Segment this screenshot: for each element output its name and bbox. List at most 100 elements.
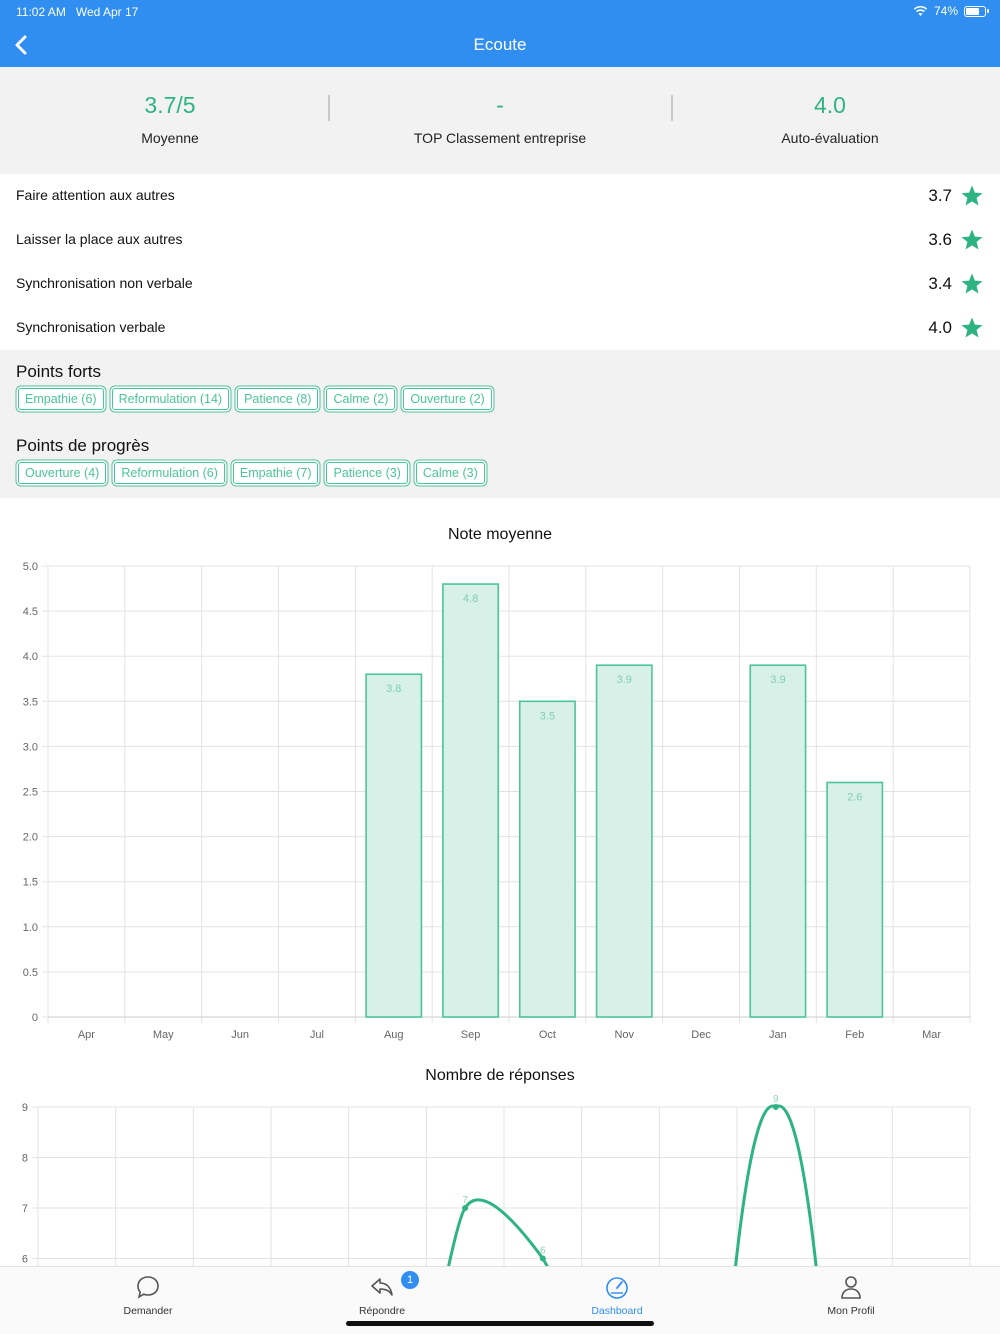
bar-data-label: 4.8: [463, 593, 478, 605]
chevron-left-icon[interactable]: [6, 28, 40, 62]
bar: [595, 664, 653, 1018]
summary-panel: 3.7/5 Moyenne - TOP Classement entrepris…: [0, 67, 1000, 174]
summary-divider: [328, 95, 330, 121]
x-tick-label: Jun: [231, 1029, 249, 1041]
criteria-score: 3.4: [928, 274, 952, 293]
summary-divider: [671, 95, 673, 121]
x-tick-label: Feb: [845, 1029, 864, 1041]
x-tick-label: Aug: [384, 1029, 404, 1041]
data-point: [539, 1255, 546, 1262]
criteria-row: Faire attention aux autres 3.7: [0, 174, 1000, 218]
criteria-score: 4.0: [928, 318, 952, 337]
data-point: [772, 1104, 779, 1110]
x-tick-label: Mar: [922, 1029, 941, 1041]
y-tick-label: 4.0: [23, 651, 38, 663]
series-line: [447, 1198, 549, 1266]
reply-icon: [371, 1278, 393, 1296]
star-icon: [961, 273, 983, 294]
bar: [749, 664, 807, 1018]
tags-panel: Points forts Empathie (6) Reformulation …: [0, 350, 1000, 498]
strengths-tags: Empathie (6) Reformulation (14) Patience…: [16, 386, 494, 412]
criteria-name: Synchronisation verbale: [16, 319, 166, 335]
series-line: [734, 1104, 818, 1266]
criteria-row: Synchronisation non verbale 3.4: [0, 262, 1000, 306]
criteria-row: Synchronisation verbale 4.0: [0, 306, 1000, 350]
summary-value: -: [496, 92, 504, 118]
summary-label: Auto-évaluation: [781, 130, 879, 146]
tab-label: Mon Profil: [827, 1305, 875, 1317]
x-tick-label: Sep: [461, 1029, 481, 1041]
status-right: 74%: [913, 4, 989, 18]
tag: Patience (8): [237, 388, 319, 410]
y-tick-label: 7: [22, 1203, 28, 1215]
wifi-icon: [913, 5, 928, 16]
tag: Ouverture (2): [403, 388, 492, 410]
tab-dashboard[interactable]: Dashboard: [492, 1267, 742, 1327]
x-tick-label: Jul: [310, 1029, 324, 1041]
tab-label: Répondre: [358, 1305, 406, 1317]
bar: [442, 583, 500, 1018]
y-tick-label: 3.0: [23, 741, 38, 753]
y-tick-label: 0.5: [23, 967, 38, 979]
tab-mon-profil[interactable]: Mon Profil: [726, 1267, 976, 1327]
tag: Calme (2): [326, 388, 396, 410]
bar-data-label: 3.9: [770, 674, 785, 686]
star-icon: [961, 317, 983, 338]
status-time: 11:02 AM Wed Apr 17: [16, 5, 139, 19]
bar-data-label: 3.5: [540, 710, 555, 722]
page-title: Ecoute: [473, 35, 527, 54]
point-data-label: 6: [540, 1246, 546, 1257]
tag: Ouverture (4): [18, 462, 107, 484]
y-tick-label: 8: [22, 1153, 28, 1165]
criteria-name: Laisser la place aux autres: [16, 231, 183, 247]
tab-label: Demander: [123, 1305, 173, 1317]
y-tick-label: 6: [22, 1254, 28, 1266]
home-indicator: [346, 1321, 654, 1326]
summary-average: 3.7/5 Moyenne: [20, 92, 320, 146]
y-tick-label: 1.5: [23, 877, 38, 889]
star-icon: [961, 229, 983, 250]
x-tick-label: May: [153, 1029, 174, 1041]
tab-repondre[interactable]: 1 Répondre: [257, 1267, 507, 1327]
battery-percent: 74%: [933, 4, 958, 18]
criteria-score: 3.6: [928, 230, 952, 249]
tag: Empathie (6): [18, 388, 104, 410]
speedometer-icon: [606, 1277, 628, 1299]
line-chart-title: Nombre de réponses: [425, 1067, 575, 1084]
user-icon: [841, 1276, 861, 1299]
chat-bubble-icon: [137, 1276, 159, 1299]
x-tick-label: Dec: [691, 1029, 711, 1041]
bar-data-label: 3.8: [386, 683, 401, 695]
data-point: [462, 1205, 469, 1211]
status-bar: 11:02 AM Wed Apr 17 74%: [0, 0, 1000, 22]
criteria-score: 3.7: [928, 186, 952, 205]
bar: [518, 700, 576, 1018]
tab-demander[interactable]: Demander: [23, 1267, 273, 1327]
tag: Empathie (7): [232, 462, 319, 484]
point-data-label: 7: [462, 1195, 468, 1206]
summary-value: 4.0: [814, 92, 846, 118]
summary-ranking: - TOP Classement entreprise: [350, 92, 650, 146]
criteria-list: Faire attention aux autres 3.7 Laisser l…: [0, 174, 1000, 350]
battery-icon: [964, 5, 989, 17]
y-tick-label: 5.0: [23, 561, 38, 573]
x-tick-label: Nov: [614, 1029, 634, 1041]
summary-value: 3.7/5: [144, 92, 196, 118]
criteria-name: Faire attention aux autres: [16, 187, 175, 203]
summary-self-evaluation: 4.0 Auto-évaluation: [680, 92, 980, 146]
y-tick-label: 1.0: [23, 922, 38, 934]
bar-chart: 0 0.5 1.0 1.5 2.0 2.5 3.0 3.5 4.0 4.5 5.0 Apr May Jun…: [23, 561, 971, 1041]
tag: Calme (3): [415, 462, 485, 484]
tag: Reformulation (14): [111, 388, 230, 410]
y-tick-label: 9: [22, 1102, 28, 1114]
x-tick-label: Jan: [769, 1029, 787, 1041]
y-tick-label: 4.5: [23, 606, 38, 618]
bar: [365, 673, 423, 1018]
bar-data-label: 3.9: [617, 674, 632, 686]
bar-chart-title: Note moyenne: [447, 526, 553, 543]
x-tick-label: Apr: [78, 1029, 95, 1041]
y-tick-label: 0: [32, 1012, 38, 1024]
notification-badge: 1: [401, 1271, 419, 1289]
tag: Reformulation (6): [114, 462, 225, 484]
strengths-title: Points forts: [16, 362, 102, 381]
